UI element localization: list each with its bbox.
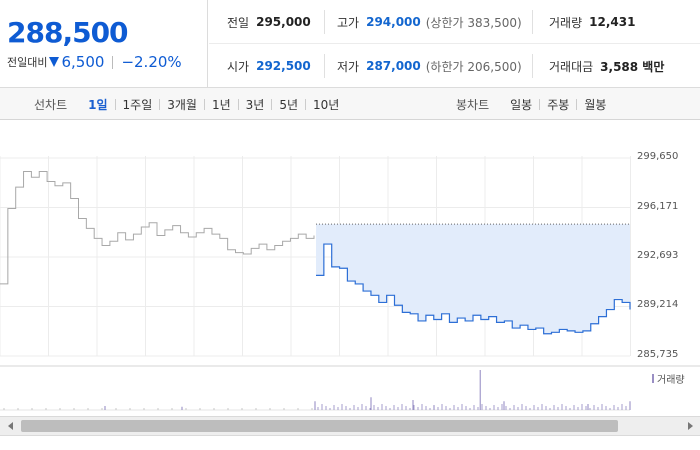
change-row: 전일대비 6,500 −2.20% (7, 53, 182, 71)
change-value: 6,500 (61, 53, 105, 71)
volume-legend-swatch (652, 374, 654, 383)
y-tick-label: 285,735 (637, 349, 679, 360)
high-cell: 고가 294,000 (상한가 383,500) (337, 0, 522, 44)
open-cell: 시가 292,500 (227, 44, 311, 88)
divider (305, 98, 307, 110)
chevron-right-icon[interactable] (682, 417, 698, 435)
period-tab-10y[interactable]: 10년 (313, 97, 340, 112)
line-chart-periods: 선차트 1일 1주일 3개월 1년 3년 5년 10년 (34, 88, 346, 120)
upper-limit: (상한가 383,500) (425, 15, 522, 30)
period-tab-5y[interactable]: 5년 (279, 97, 299, 112)
stats-row-1: 전일 295,000 고가 294,000 (상한가 383,500) 거래량 … (209, 0, 700, 44)
change-label: 전일대비 (7, 56, 48, 69)
high-label: 고가 (337, 15, 360, 30)
period-tab-1w[interactable]: 1주일 (122, 97, 153, 112)
trade-value-value: 3,588 백만 (600, 59, 665, 74)
volume-legend-label: 거래량 (657, 375, 685, 386)
volume-value: 12,431 (589, 15, 636, 29)
divider (324, 10, 325, 34)
y-tick-label: 292,693 (637, 250, 679, 261)
prev-close-label: 전일 (227, 15, 250, 30)
divider (237, 98, 239, 110)
period-tab-1y[interactable]: 1년 (211, 97, 231, 112)
period-tab-3m[interactable]: 3개월 (167, 97, 197, 112)
divider (324, 54, 325, 78)
open-value: 292,500 (256, 59, 311, 73)
change-divider (112, 55, 114, 69)
trade-value-label: 거래대금 (549, 59, 594, 74)
low-label: 저가 (337, 59, 360, 74)
low-cell: 저가 287,000 (하한가 206,500) (337, 44, 522, 88)
candle-chart-periods: 봉차트 일봉 주봉 월봉 (456, 88, 613, 120)
candle-tab-daily[interactable]: 일봉 (510, 97, 533, 112)
divider (532, 54, 533, 78)
period-tab-1d[interactable]: 1일 (88, 97, 108, 112)
stats-table: 전일 295,000 고가 294,000 (상한가 383,500) 거래량 … (209, 0, 700, 88)
lower-limit: (하한가 206,500) (425, 59, 522, 74)
stats-row-2: 시가 292,500 저가 287,000 (하한가 206,500) 거래대금… (209, 44, 700, 88)
price-chart: 299,650 296,171 292,693 289,214 285,735 … (0, 120, 700, 420)
trade-value-cell: 거래대금 3,588 백만 (549, 44, 664, 88)
triangle-down-icon (49, 57, 60, 67)
chevron-left-icon[interactable] (2, 417, 18, 435)
previous-day-line (0, 171, 315, 285)
prev-close-value: 295,000 (256, 15, 311, 29)
divider (114, 98, 116, 110)
divider (203, 98, 205, 110)
volume-label: 거래량 (549, 15, 583, 30)
divider (159, 98, 161, 110)
price-block: 288,500 전일대비 6,500 −2.20% (0, 0, 208, 88)
open-label: 시가 (227, 59, 250, 74)
today-area-fill (316, 224, 630, 334)
quote-summary: 288,500 전일대비 6,500 −2.20% 전일 295,000 고가 … (0, 0, 700, 88)
period-tab-3y[interactable]: 3년 (245, 97, 265, 112)
divider (576, 98, 578, 110)
scrollbar-thumb[interactable] (21, 420, 618, 432)
today-price-line (316, 243, 631, 335)
volume-legend: 거래량 (652, 371, 685, 386)
price-chart-canvas (0, 156, 700, 411)
volume-cell: 거래량 12,431 (549, 0, 635, 44)
current-price: 288,500 (7, 16, 129, 49)
divider (532, 10, 533, 34)
high-value: 294,000 (366, 15, 421, 29)
y-tick-label: 296,171 (637, 201, 679, 212)
divider (271, 98, 273, 110)
chart-scrollbar[interactable] (0, 416, 700, 436)
candle-tab-monthly[interactable]: 월봉 (584, 97, 607, 112)
candle-tab-weekly[interactable]: 주봉 (547, 97, 570, 112)
prev-close-cell: 전일 295,000 (227, 0, 311, 44)
y-tick-label: 289,214 (637, 299, 679, 310)
y-tick-label: 299,650 (637, 151, 679, 162)
divider (539, 98, 541, 110)
low-value: 287,000 (366, 59, 421, 73)
line-chart-title: 선차트 (34, 97, 68, 112)
candle-chart-title: 봉차트 (456, 97, 490, 112)
chart-toolbar: 선차트 1일 1주일 3개월 1년 3년 5년 10년 봉차트 일봉 주봉 월봉 (0, 88, 700, 120)
change-percent: −2.20% (121, 53, 182, 71)
